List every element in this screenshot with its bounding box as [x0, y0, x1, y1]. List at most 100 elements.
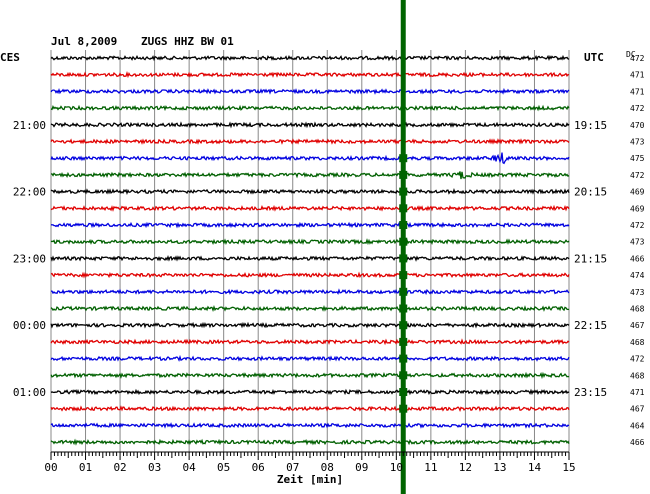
event-marker-burst [399, 337, 408, 346]
x-tick-label: 03 [148, 461, 161, 474]
event-marker-burst [399, 354, 408, 363]
seismic-trace [50, 321, 570, 329]
right-zone-label: UTC [584, 51, 604, 64]
dc-value: 469 [630, 204, 645, 213]
seismic-trace [50, 405, 570, 413]
seismic-trace [50, 121, 570, 129]
seismic-trace [50, 271, 570, 279]
event-marker-burst [399, 321, 408, 330]
left-hour-label: 00:00 [13, 319, 46, 332]
x-tick-label: 09 [355, 461, 368, 474]
dc-header-label: DC [626, 50, 636, 59]
dc-value: 472 [630, 221, 645, 230]
x-tick-label: 13 [493, 461, 506, 474]
dc-value: 464 [630, 421, 645, 430]
dc-value: 472 [630, 54, 645, 63]
x-tick-label: 08 [321, 461, 334, 474]
event-marker-burst [399, 404, 408, 413]
dc-value: 469 [630, 188, 645, 197]
event-marker-burst [399, 388, 408, 396]
right-time-label: 22:15 [574, 319, 607, 332]
dc-value: 473 [630, 288, 645, 297]
event-marker-burst [399, 254, 408, 263]
dc-value: 470 [630, 121, 645, 130]
seismic-trace [50, 104, 570, 112]
dc-value: 471 [630, 71, 645, 80]
event-marker-burst [399, 170, 408, 179]
x-tick-label: 11 [424, 461, 437, 474]
dc-value: 468 [630, 371, 645, 380]
dc-value: 472 [630, 355, 645, 364]
left-zone-label: CES [0, 51, 20, 64]
event-marker-burst [399, 371, 408, 380]
seismic-trace [50, 304, 570, 313]
seismic-trace [50, 254, 570, 262]
seismic-trace [51, 288, 570, 296]
right-time-label: 20:15 [574, 186, 607, 199]
x-tick-label: 00 [44, 461, 57, 474]
x-tick-label: 04 [183, 461, 197, 474]
x-tick-label: 10 [390, 461, 403, 474]
x-tick-label: 15 [562, 461, 575, 474]
event-marker-burst [399, 237, 408, 246]
x-tick-label: 02 [113, 461, 126, 474]
right-time-label: 23:15 [574, 386, 607, 399]
dc-value: 471 [630, 87, 645, 96]
left-hour-label: 23:00 [13, 252, 46, 265]
traces-group [50, 54, 570, 446]
labels-group: 21:00 22:00 23:00 00:00 01:00 19:15 20:15 21:15… [13, 54, 645, 447]
event-marker-burst [399, 154, 408, 163]
seismic-trace [50, 371, 570, 380]
seismic-trace [50, 388, 570, 396]
seismic-trace [50, 138, 570, 145]
dc-value: 468 [630, 338, 645, 347]
dc-value: 468 [630, 305, 645, 314]
seismic-trace [50, 152, 570, 165]
x-axis: 00 01 02 03 04 05 06 07 08 09 10 11 12 13 14 15 [44, 451, 576, 474]
x-axis-label: Zeit [min] [277, 473, 343, 486]
seismic-trace [50, 422, 570, 429]
x-tick-label: 01 [79, 461, 92, 474]
right-time-label: 21:15 [574, 252, 607, 265]
dc-value: 475 [630, 154, 645, 163]
seismic-trace [50, 438, 570, 446]
dc-value: 466 [630, 438, 645, 447]
event-marker-burst [399, 204, 408, 213]
left-hour-label: 22:00 [13, 186, 46, 199]
time-grid [50, 50, 570, 452]
right-time-label: 19:15 [574, 119, 607, 132]
event-marker-burst [399, 221, 408, 229]
dc-value: 473 [630, 238, 645, 247]
header-station: ZUGS HHZ BW 01 [141, 35, 234, 48]
x-tick-label: 07 [286, 461, 299, 474]
dc-value: 473 [630, 138, 645, 147]
event-marker-burst [399, 271, 408, 280]
header-date: Jul 8,2009 [51, 35, 117, 48]
dc-value: 467 [630, 405, 645, 414]
event-marker-burst [399, 187, 408, 196]
seismic-trace [50, 221, 570, 229]
seismic-trace [50, 354, 570, 363]
left-hour-label: 21:00 [13, 119, 46, 132]
seismic-trace [50, 204, 570, 212]
seismic-trace [50, 54, 570, 62]
event-marker-burst [399, 304, 408, 313]
dc-value: 472 [630, 171, 645, 180]
event-marker-burst [399, 287, 408, 296]
dc-value: 472 [630, 104, 645, 113]
seismic-trace [50, 338, 570, 346]
dc-value: 467 [630, 321, 645, 330]
dc-value: 471 [630, 388, 645, 397]
x-tick-label: 05 [217, 461, 230, 474]
event-marker-line [400, 0, 406, 494]
dc-value: 474 [630, 271, 645, 280]
seismic-trace [50, 188, 570, 196]
x-tick-label: 06 [252, 461, 265, 474]
x-tick-label: 12 [459, 461, 472, 474]
seismic-trace [50, 71, 570, 79]
left-hour-label: 01:00 [13, 386, 46, 399]
seismic-trace [50, 171, 570, 180]
dc-value: 466 [630, 254, 645, 263]
seismic-trace [50, 238, 570, 246]
